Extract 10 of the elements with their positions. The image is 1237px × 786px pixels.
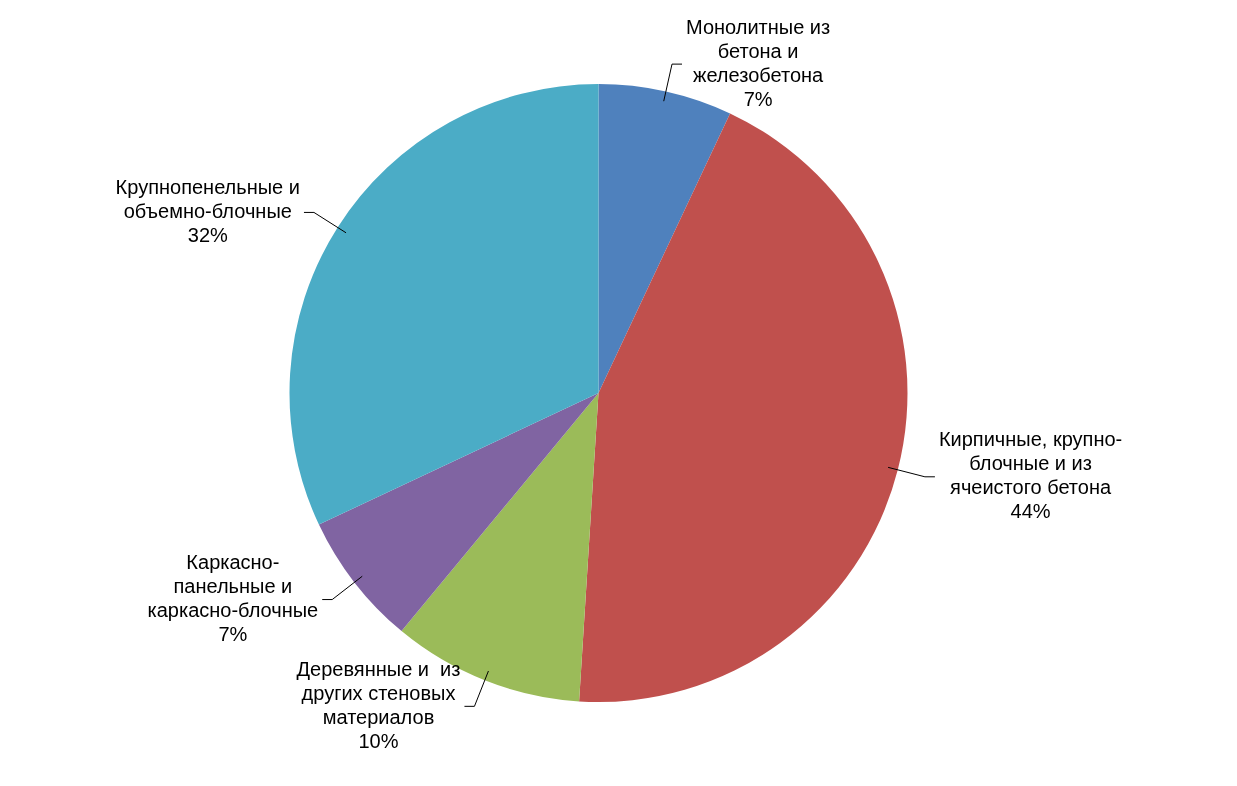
data-label: 10% bbox=[358, 729, 399, 752]
data-label: 32% bbox=[187, 223, 229, 246]
data-label: 7% bbox=[218, 623, 248, 646]
slice-label: Деревянные и из других стеновых материалов bbox=[296, 657, 461, 728]
data-label: 7% bbox=[743, 87, 773, 110]
data-label: 44% bbox=[1010, 500, 1051, 523]
slice-label: Монолитные из бетона и железобетона bbox=[686, 15, 831, 86]
slice-label: Кирпичные, крупно- блочные и из ячеистого бетона bbox=[938, 428, 1123, 499]
slice-label: Каркасно- панельные и каркасно-блочные bbox=[147, 551, 319, 622]
slice-label: Крупнопенельные и объемно-блочные bbox=[115, 175, 300, 222]
